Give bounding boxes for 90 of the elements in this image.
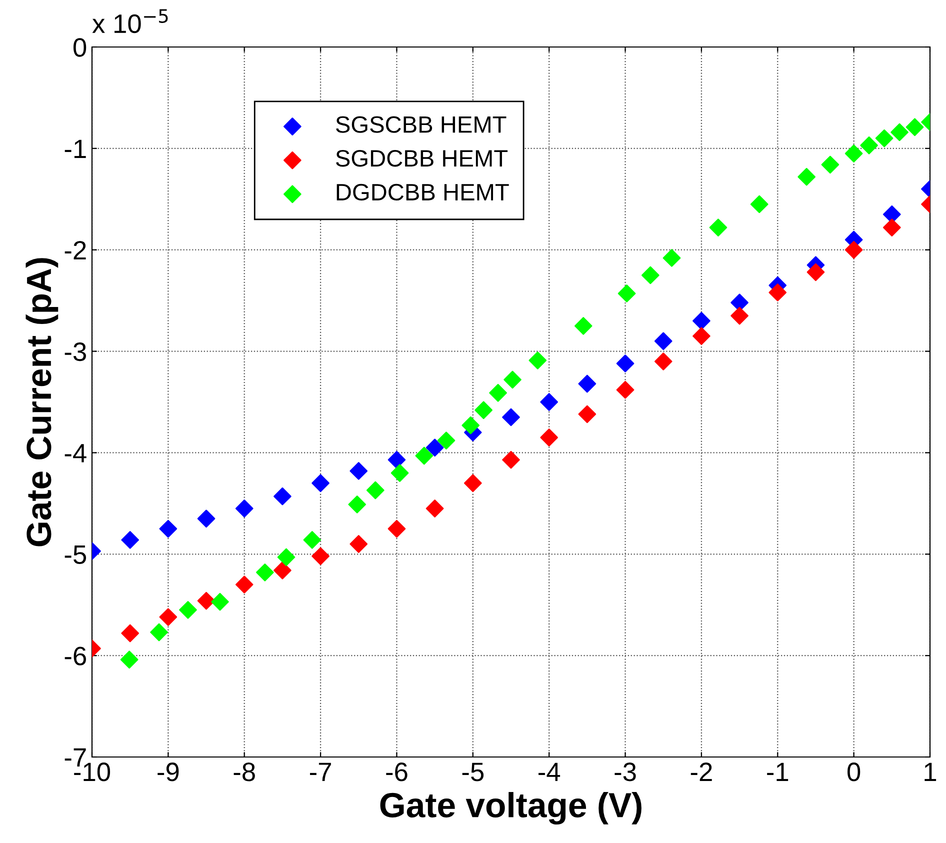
- y-tick-label: -3: [64, 342, 86, 362]
- y-tick-label: -1: [64, 140, 86, 158]
- y-tick-label: -2: [64, 240, 86, 260]
- point: [821, 156, 840, 174]
- point: [502, 408, 520, 426]
- point: [616, 354, 634, 372]
- point: [692, 312, 710, 330]
- x-tick-label: -1: [767, 762, 788, 781]
- point: [906, 118, 924, 136]
- legend-label: SGSCBB HEMT: [336, 116, 506, 133]
- point: [844, 144, 863, 162]
- point: [654, 352, 672, 370]
- point: [120, 650, 138, 669]
- point: [274, 561, 292, 580]
- legend-label: SGDCBB HEMT: [336, 150, 508, 167]
- point: [616, 380, 634, 399]
- point: [159, 520, 178, 538]
- point: [489, 384, 507, 402]
- point: [768, 284, 787, 302]
- point: [348, 496, 366, 514]
- point: [464, 474, 482, 492]
- point: [350, 535, 368, 553]
- point: [844, 240, 863, 259]
- point: [618, 284, 636, 302]
- point: [806, 263, 825, 282]
- point: [390, 464, 409, 482]
- y-tick-label: -4: [64, 444, 86, 462]
- point: [578, 405, 596, 424]
- point: [654, 332, 672, 350]
- point: [426, 500, 444, 518]
- y-tick-label: -6: [64, 646, 86, 666]
- point: [121, 624, 140, 642]
- x-tick-label: -6: [386, 762, 408, 782]
- point: [462, 416, 480, 434]
- point: [388, 450, 406, 469]
- point: [277, 548, 296, 566]
- y-tick-label: 0: [73, 38, 86, 57]
- point: [860, 136, 878, 154]
- point: [415, 446, 434, 465]
- x-tick-label: 1: [924, 762, 936, 781]
- x-tick-label: -8: [234, 762, 255, 782]
- point: [528, 352, 547, 370]
- y-tick-label: -5: [64, 546, 86, 564]
- point: [388, 520, 406, 538]
- x-tick-label: -9: [158, 762, 179, 782]
- point: [312, 547, 330, 566]
- point: [750, 195, 768, 214]
- x-tick-label: -7: [310, 762, 331, 781]
- x-tick-label: -3: [614, 762, 636, 782]
- point: [875, 129, 894, 148]
- point: [578, 374, 596, 393]
- point: [474, 401, 492, 420]
- point: [692, 327, 710, 345]
- x-tick-label: -5: [462, 762, 484, 782]
- point: [730, 306, 748, 325]
- point: [504, 370, 522, 389]
- point: [150, 623, 168, 642]
- point: [366, 481, 384, 500]
- point: [211, 592, 229, 611]
- point: [179, 601, 197, 619]
- point: [574, 317, 592, 335]
- point: [890, 123, 908, 142]
- point: [662, 249, 681, 267]
- point: [798, 168, 816, 186]
- point: [350, 462, 368, 480]
- point: [312, 474, 330, 492]
- x-axis-title: Gate voltage (V): [380, 792, 642, 825]
- point: [709, 218, 728, 236]
- x-tick-label: -4: [538, 762, 560, 781]
- point: [121, 531, 140, 549]
- point: [235, 500, 254, 518]
- point: [197, 592, 216, 610]
- point: [437, 432, 456, 450]
- point: [642, 266, 660, 284]
- point: [426, 438, 444, 457]
- point: [883, 218, 901, 236]
- point: [197, 510, 216, 528]
- y-axis-title: Gate Current (pA): [26, 258, 58, 546]
- point: [540, 393, 558, 411]
- point: [303, 531, 322, 549]
- point: [540, 428, 558, 446]
- x-tick-label: -2: [690, 762, 712, 781]
- legend-label: DGDCBB HEMT: [336, 184, 509, 201]
- point: [274, 487, 292, 506]
- point: [235, 576, 254, 594]
- text: x 10$^{−5}$: [92, 9, 168, 34]
- point: [502, 450, 520, 469]
- point: [256, 563, 274, 582]
- x-tick-label: 0: [848, 762, 860, 782]
- point: [159, 608, 178, 626]
